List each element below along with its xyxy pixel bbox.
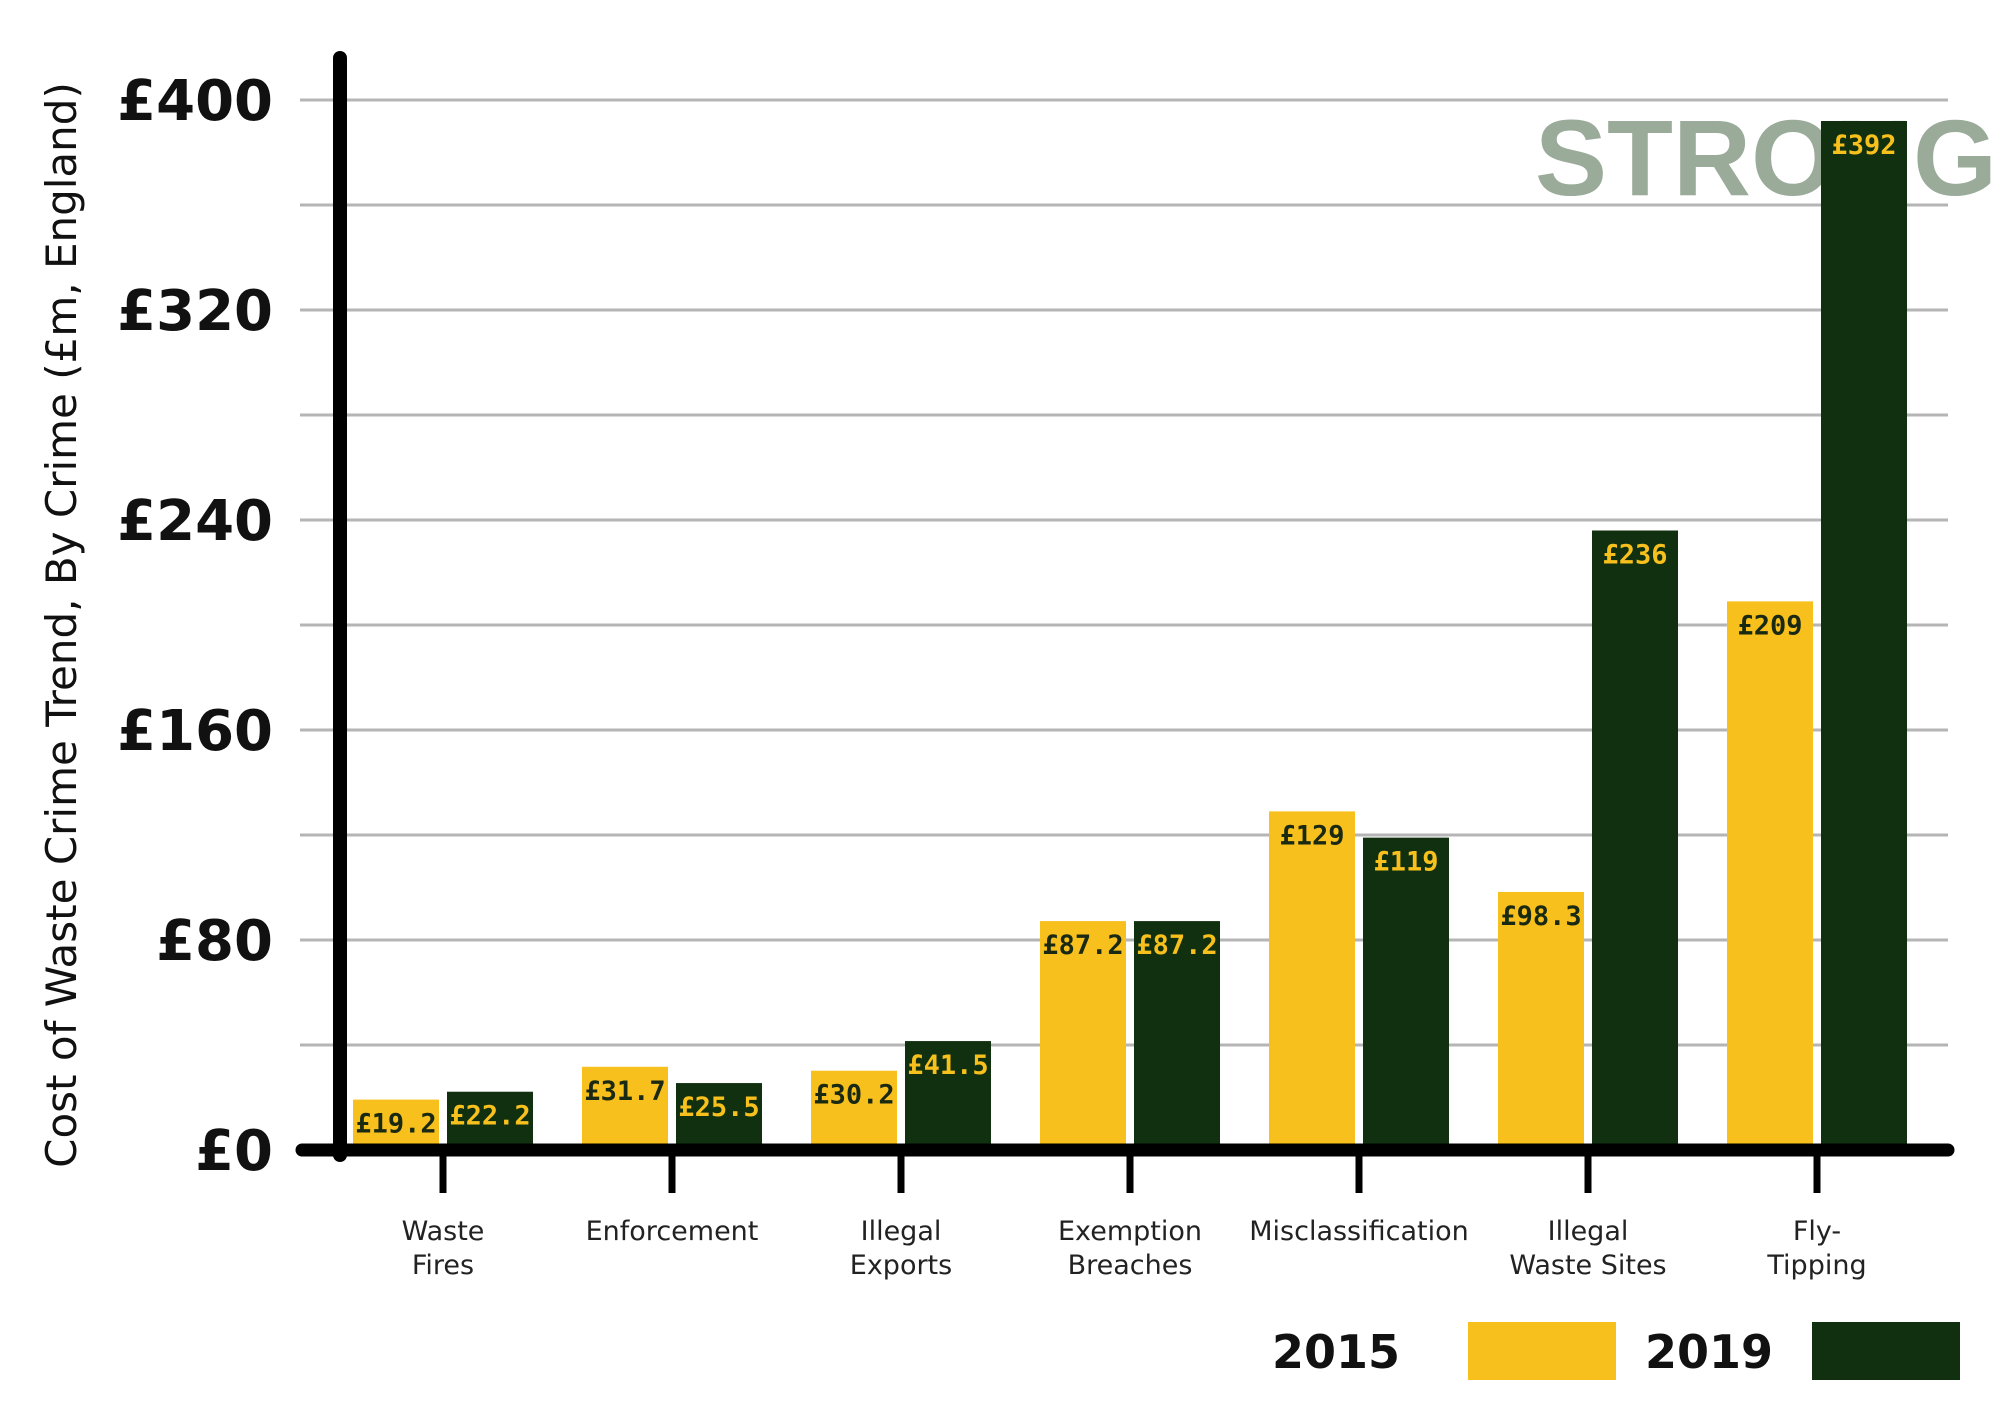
bar-value-label: £392	[1831, 130, 1896, 161]
bar-2015	[1727, 601, 1813, 1150]
bar-value-label: £31.7	[584, 1076, 665, 1107]
y-tick-label: £240	[117, 489, 273, 554]
x-category-label: Exemption	[1058, 1216, 1202, 1247]
bar-labels-group: £19.2 £22.2 £31.7 £25.5 £30.2 £41.5 £87.2 £87.2…	[355, 130, 1896, 1140]
bar-2019	[905, 1041, 991, 1150]
bar-value-label: £30.2	[813, 1080, 894, 1111]
y-tick-label: £320	[117, 279, 273, 344]
bar-value-label: £119	[1373, 847, 1438, 878]
bar-2019	[1821, 121, 1907, 1150]
legend: 2015 2019	[1272, 1322, 1960, 1380]
bar-value-label: £22.2	[449, 1101, 530, 1132]
bar-2019	[1363, 837, 1449, 1150]
bar-2015	[1269, 811, 1355, 1150]
watermark-text: STRONG	[1535, 97, 1995, 218]
y-tick-label: £160	[117, 699, 273, 764]
bars-group	[353, 121, 1907, 1150]
x-category-label: Exports	[850, 1250, 952, 1281]
bar-2015	[1498, 891, 1584, 1150]
y-tick-label: £80	[156, 909, 273, 974]
gridlines	[300, 98, 1948, 1047]
legend-label-2015: 2015	[1272, 1325, 1400, 1379]
bar-value-label: £25.5	[678, 1092, 759, 1123]
bar-2015	[353, 1099, 439, 1150]
x-category-label: Misclassification	[1249, 1216, 1469, 1247]
bar-value-label: £209	[1737, 610, 1802, 641]
bar-value-label: £87.2	[1136, 930, 1217, 961]
bar-2015	[811, 1070, 897, 1150]
legend-label-2019: 2019	[1645, 1325, 1773, 1379]
bar-value-label: £19.2	[355, 1109, 436, 1140]
x-category-label: Fires	[412, 1250, 474, 1281]
y-axis-title: Cost of Waste Crime Trend, By Crime (£m,…	[37, 82, 86, 1168]
bar-value-label: £129	[1279, 820, 1344, 851]
x-category-label: Waste	[402, 1216, 485, 1247]
bar-2015	[1040, 921, 1126, 1150]
x-category-label: Waste Sites	[1509, 1250, 1666, 1281]
x-category-label: Fly-	[1793, 1216, 1841, 1247]
y-tick-label: £0	[195, 1119, 273, 1184]
axes	[295, 51, 1955, 1193]
bar-2019	[1134, 921, 1220, 1150]
bar-value-label: £236	[1602, 540, 1667, 571]
bar-value-label: £98.3	[1500, 901, 1581, 932]
bar-2019	[1592, 530, 1678, 1150]
x-category-label: Tipping	[1766, 1250, 1866, 1281]
bar-value-label: £87.2	[1042, 930, 1123, 961]
bar-2015	[582, 1066, 668, 1150]
legend-swatch-2019	[1812, 1322, 1960, 1380]
x-category-label: Illegal	[1548, 1216, 1629, 1247]
y-tick-labels: £0 £80 £160 £240 £320 £400	[117, 69, 273, 1184]
y-tick-label: £400	[117, 69, 273, 134]
x-category-label: Breaches	[1068, 1250, 1193, 1281]
x-category-label: Enforcement	[586, 1216, 759, 1247]
bar-value-label: £41.5	[907, 1050, 988, 1081]
bar-2019	[676, 1083, 762, 1150]
bar-2019	[447, 1091, 533, 1150]
x-category-label: Illegal	[861, 1216, 942, 1247]
legend-swatch-2015	[1468, 1322, 1616, 1380]
